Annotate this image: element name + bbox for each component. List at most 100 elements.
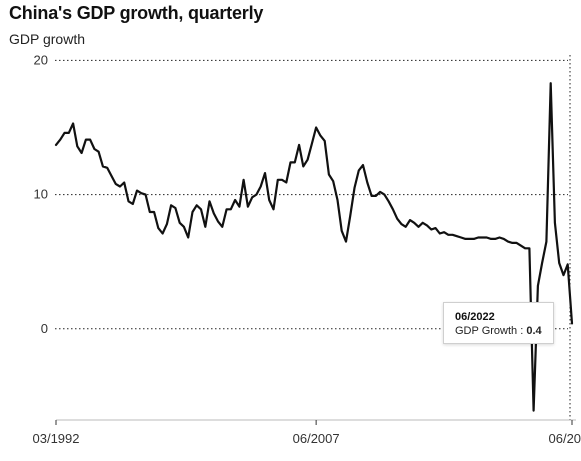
- data-point: [106, 167, 108, 169]
- x-tick-label: 03/1992: [33, 431, 80, 446]
- data-point: [268, 199, 270, 201]
- data-point: [234, 199, 236, 201]
- data-point: [477, 236, 479, 238]
- data-point: [456, 235, 458, 237]
- data-point: [550, 82, 552, 84]
- data-point: [281, 179, 283, 181]
- data-point: [132, 203, 134, 205]
- data-point: [434, 227, 436, 229]
- data-point: [196, 204, 198, 206]
- data-point: [221, 226, 223, 228]
- data-point: [332, 180, 334, 182]
- data-point: [375, 195, 377, 197]
- data-point: [571, 322, 573, 324]
- data-point: [515, 242, 517, 244]
- x-tick-label: 06/2007: [293, 431, 340, 446]
- data-point: [426, 224, 428, 226]
- data-point: [507, 240, 509, 242]
- data-point: [140, 192, 142, 194]
- data-point: [55, 144, 57, 146]
- data-point: [179, 222, 181, 224]
- data-point: [558, 262, 560, 264]
- data-point: [469, 238, 471, 240]
- data-point: [379, 191, 381, 193]
- data-point: [272, 208, 274, 210]
- data-point: [161, 232, 163, 234]
- x-tick-label: 06/2022: [549, 431, 581, 446]
- tooltip-separator: :: [517, 325, 527, 337]
- chart-tooltip: 06/2022 GDP Growth : 0.4: [443, 302, 554, 344]
- data-point: [208, 200, 210, 202]
- data-point: [370, 195, 372, 197]
- data-point: [409, 219, 411, 221]
- data-point: [255, 193, 257, 195]
- data-point: [97, 151, 99, 153]
- data-point: [511, 242, 513, 244]
- data-point: [328, 173, 330, 175]
- data-point: [562, 274, 564, 276]
- data-point: [119, 185, 121, 187]
- data-point: [225, 208, 227, 210]
- data-point: [528, 247, 530, 249]
- y-tick-label: 10: [34, 187, 48, 202]
- chart-title: China's GDP growth, quarterly: [9, 3, 264, 23]
- data-point: [464, 238, 466, 240]
- data-point: [183, 226, 185, 228]
- data-point: [110, 175, 112, 177]
- data-point: [174, 207, 176, 209]
- data-point: [486, 236, 488, 238]
- data-point: [166, 223, 168, 225]
- data-point: [157, 227, 159, 229]
- data-point: [289, 161, 291, 163]
- data-point: [366, 181, 368, 183]
- data-point: [498, 236, 500, 238]
- data-point: [520, 244, 522, 246]
- tooltip-date: 06/2022: [455, 311, 495, 323]
- data-point: [443, 231, 445, 233]
- data-point: [554, 222, 556, 224]
- data-point: [306, 159, 308, 161]
- data-point: [383, 193, 385, 195]
- data-point: [494, 238, 496, 240]
- data-point: [567, 263, 569, 265]
- data-point: [153, 211, 155, 213]
- data-point: [187, 236, 189, 238]
- data-point: [123, 181, 125, 183]
- data-point: [170, 204, 172, 206]
- data-point: [242, 179, 244, 181]
- data-point: [260, 185, 262, 187]
- tooltip-label: GDP Growth: [455, 325, 518, 337]
- data-point: [405, 226, 407, 228]
- data-point: [298, 144, 300, 146]
- data-point: [400, 223, 402, 225]
- data-point: [537, 285, 539, 287]
- data-point: [277, 179, 279, 181]
- data-point: [387, 200, 389, 202]
- data-point: [115, 183, 117, 185]
- data-point: [68, 132, 70, 134]
- data-point: [447, 234, 449, 236]
- data-point: [264, 172, 266, 174]
- data-point: [59, 138, 61, 140]
- data-point: [481, 236, 483, 238]
- data-point: [439, 232, 441, 234]
- data-point: [315, 126, 317, 128]
- data-point: [503, 238, 505, 240]
- data-point: [72, 122, 74, 124]
- y-tick-label: 0: [41, 321, 48, 336]
- data-point: [473, 238, 475, 240]
- data-point: [324, 140, 326, 142]
- data-point: [358, 169, 360, 171]
- data-point: [362, 164, 364, 166]
- data-point: [200, 208, 202, 210]
- y-tick-label: 20: [34, 52, 48, 67]
- data-point: [541, 262, 543, 264]
- data-point: [149, 211, 151, 213]
- data-point: [302, 165, 304, 167]
- data-point: [451, 234, 453, 236]
- data-point: [460, 236, 462, 238]
- data-point: [285, 181, 287, 183]
- data-point: [136, 189, 138, 191]
- data-point: [63, 132, 65, 134]
